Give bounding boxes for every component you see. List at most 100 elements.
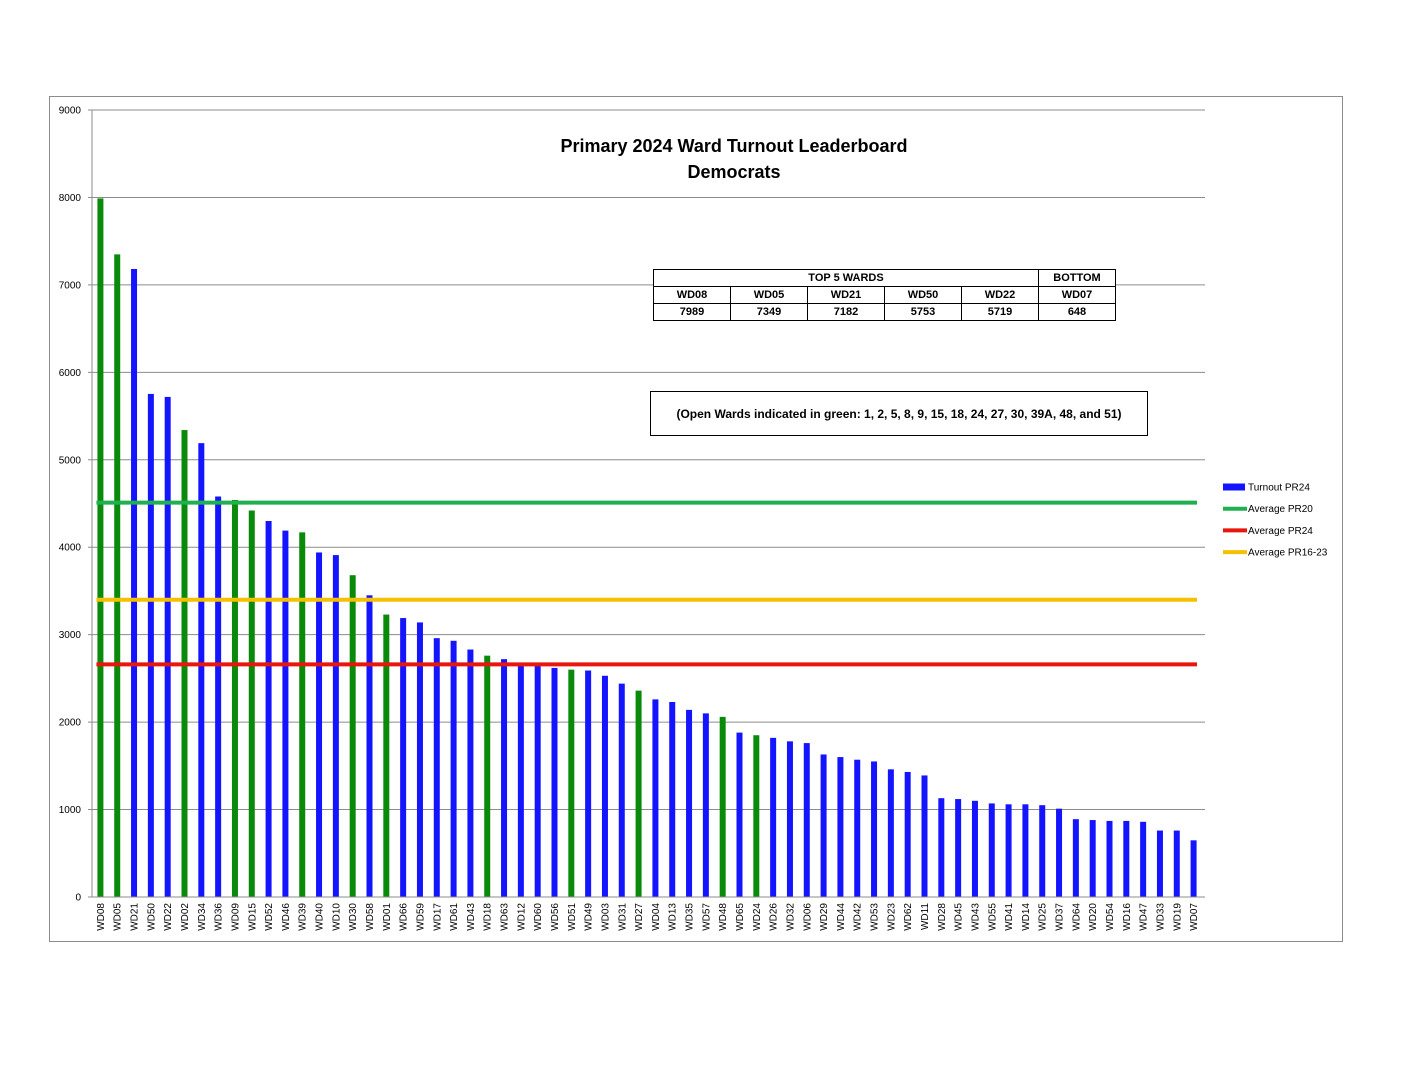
y-tick-labels: 0 1000 2000 3000 4000 5000 6000 7000 8000 9000 xyxy=(59,106,92,904)
x-tick-label: WD37 xyxy=(1055,903,1066,931)
top-ward-name: WD05 xyxy=(730,286,808,304)
x-tick-label: WD28 xyxy=(937,903,948,931)
legend-label: Average PR24 xyxy=(1248,526,1313,537)
top-ward-name: WD21 xyxy=(807,286,885,304)
bar-wd61 xyxy=(450,640,457,897)
bar-wd46 xyxy=(282,530,289,897)
y-tick-label: 4000 xyxy=(59,543,82,554)
chart-title: Primary 2024 Ward Turnout Leaderboard xyxy=(560,136,907,156)
bar-wd54 xyxy=(1106,820,1113,897)
bar-wd55 xyxy=(988,803,995,897)
bar-wd09 xyxy=(231,500,238,897)
bar-wd57 xyxy=(702,713,709,897)
x-tick-label: WD32 xyxy=(785,903,796,931)
x-tick-label: WD30 xyxy=(348,903,359,931)
bar-wd11 xyxy=(921,775,928,897)
bar-wd48 xyxy=(719,716,726,897)
bar-wd29 xyxy=(820,754,827,897)
bar-wd45 xyxy=(955,799,962,897)
bar-wd65 xyxy=(736,732,743,897)
bar-wd15 xyxy=(248,510,255,897)
bar-wd28 xyxy=(938,798,945,897)
bar-wd58 xyxy=(366,595,373,897)
bar-wd63 xyxy=(501,659,508,897)
x-tick-label: WD39 xyxy=(298,903,309,931)
x-tick-label: WD41 xyxy=(1004,903,1015,931)
x-tick-label: WD62 xyxy=(903,903,914,931)
bar-wd41 xyxy=(1005,804,1012,897)
x-tick-label: WD57 xyxy=(701,903,712,931)
x-tick-label: WD12 xyxy=(516,903,527,931)
top-ward-name: WD50 xyxy=(884,286,962,304)
bar-wd04 xyxy=(652,699,659,897)
x-tick-label: WD63 xyxy=(500,903,511,931)
x-tick-label: WD45 xyxy=(954,903,965,931)
x-tick-label: WD29 xyxy=(819,903,830,931)
bar-wd49 xyxy=(585,670,592,897)
bar-wd05 xyxy=(114,254,121,897)
y-tick-label: 2000 xyxy=(59,718,82,729)
x-tick-label: WD65 xyxy=(735,903,746,931)
top-ward-value: 5719 xyxy=(961,303,1039,321)
bar-wd64 xyxy=(1072,819,1079,897)
x-tick-labels: WD08 WD05 WD21 WD50 WD22 WD02 WD34 WD36 WD09 WD15… xyxy=(96,903,1200,931)
x-tick-label: WD64 xyxy=(1071,903,1082,931)
x-tick-label: WD22 xyxy=(163,903,174,931)
y-tick-label: 0 xyxy=(75,893,81,904)
x-tick-label: WD01 xyxy=(382,903,393,931)
chart-frame xyxy=(49,96,1343,942)
bar-wd06 xyxy=(803,743,810,897)
bar-wd32 xyxy=(786,741,793,897)
x-tick-label: WD34 xyxy=(197,903,208,931)
x-tick-label: WD31 xyxy=(617,903,628,931)
x-tick-label: WD42 xyxy=(853,903,864,931)
bar-wd37 xyxy=(1056,808,1063,897)
x-tick-label: WD56 xyxy=(550,903,561,931)
x-tick-label: WD20 xyxy=(1088,903,1099,931)
x-tick-label: WD43 xyxy=(970,903,981,931)
bar-wd14 xyxy=(1022,804,1029,897)
x-tick-label: WD58 xyxy=(365,903,376,931)
x-tick-label: WD49 xyxy=(584,903,595,931)
y-tick-label: 7000 xyxy=(59,280,82,291)
y-tick-label: 3000 xyxy=(59,630,82,641)
top-ward-value: 7349 xyxy=(730,303,808,321)
x-tick-label: WD15 xyxy=(247,903,258,931)
bar-wd51 xyxy=(568,669,575,897)
bottom-ward-name: WD07 xyxy=(1038,286,1116,304)
bar-wd07 xyxy=(1190,840,1197,897)
x-tick-label: WD51 xyxy=(567,903,578,931)
x-tick-label: WD23 xyxy=(886,903,897,931)
bar-wd56 xyxy=(551,667,558,897)
bar-wd53 xyxy=(871,761,878,897)
chart-subtitle: Democrats xyxy=(687,162,780,182)
bar-wd30 xyxy=(349,575,356,897)
x-tick-label: WD48 xyxy=(718,903,729,931)
x-tick-label: WD44 xyxy=(836,903,847,931)
bar-wd66 xyxy=(400,618,407,897)
x-tick-label: WD27 xyxy=(634,903,645,931)
x-tick-label: WD14 xyxy=(1021,903,1032,931)
x-tick-label: WD21 xyxy=(130,903,141,931)
bar-wd27 xyxy=(635,690,642,897)
x-tick-label: WD26 xyxy=(769,903,780,931)
bar-wd17 xyxy=(433,638,440,897)
x-tick-label: WD43 xyxy=(466,903,477,931)
x-tick-label: WD02 xyxy=(180,903,191,931)
legend-label: Average PR16-23 xyxy=(1248,548,1328,559)
bar-wd26 xyxy=(770,737,777,897)
x-tick-label: WD66 xyxy=(399,903,410,931)
x-tick-label: WD05 xyxy=(113,903,124,931)
x-tick-label: WD33 xyxy=(1155,903,1166,931)
top-wards-header: TOP 5 WARDS xyxy=(653,269,1039,287)
bar-wd01 xyxy=(383,614,390,897)
open-wards-note: (Open Wards indicated in green: 1, 2, 5,… xyxy=(650,391,1148,436)
bar-wd31 xyxy=(618,683,625,897)
bar-wd43 xyxy=(971,800,978,897)
bar-wd19 xyxy=(1173,830,1180,897)
bar-wd34 xyxy=(198,443,205,897)
x-tick-label: WD60 xyxy=(533,903,544,931)
bar-wd42 xyxy=(854,759,861,897)
bar-wd33 xyxy=(1156,830,1163,897)
